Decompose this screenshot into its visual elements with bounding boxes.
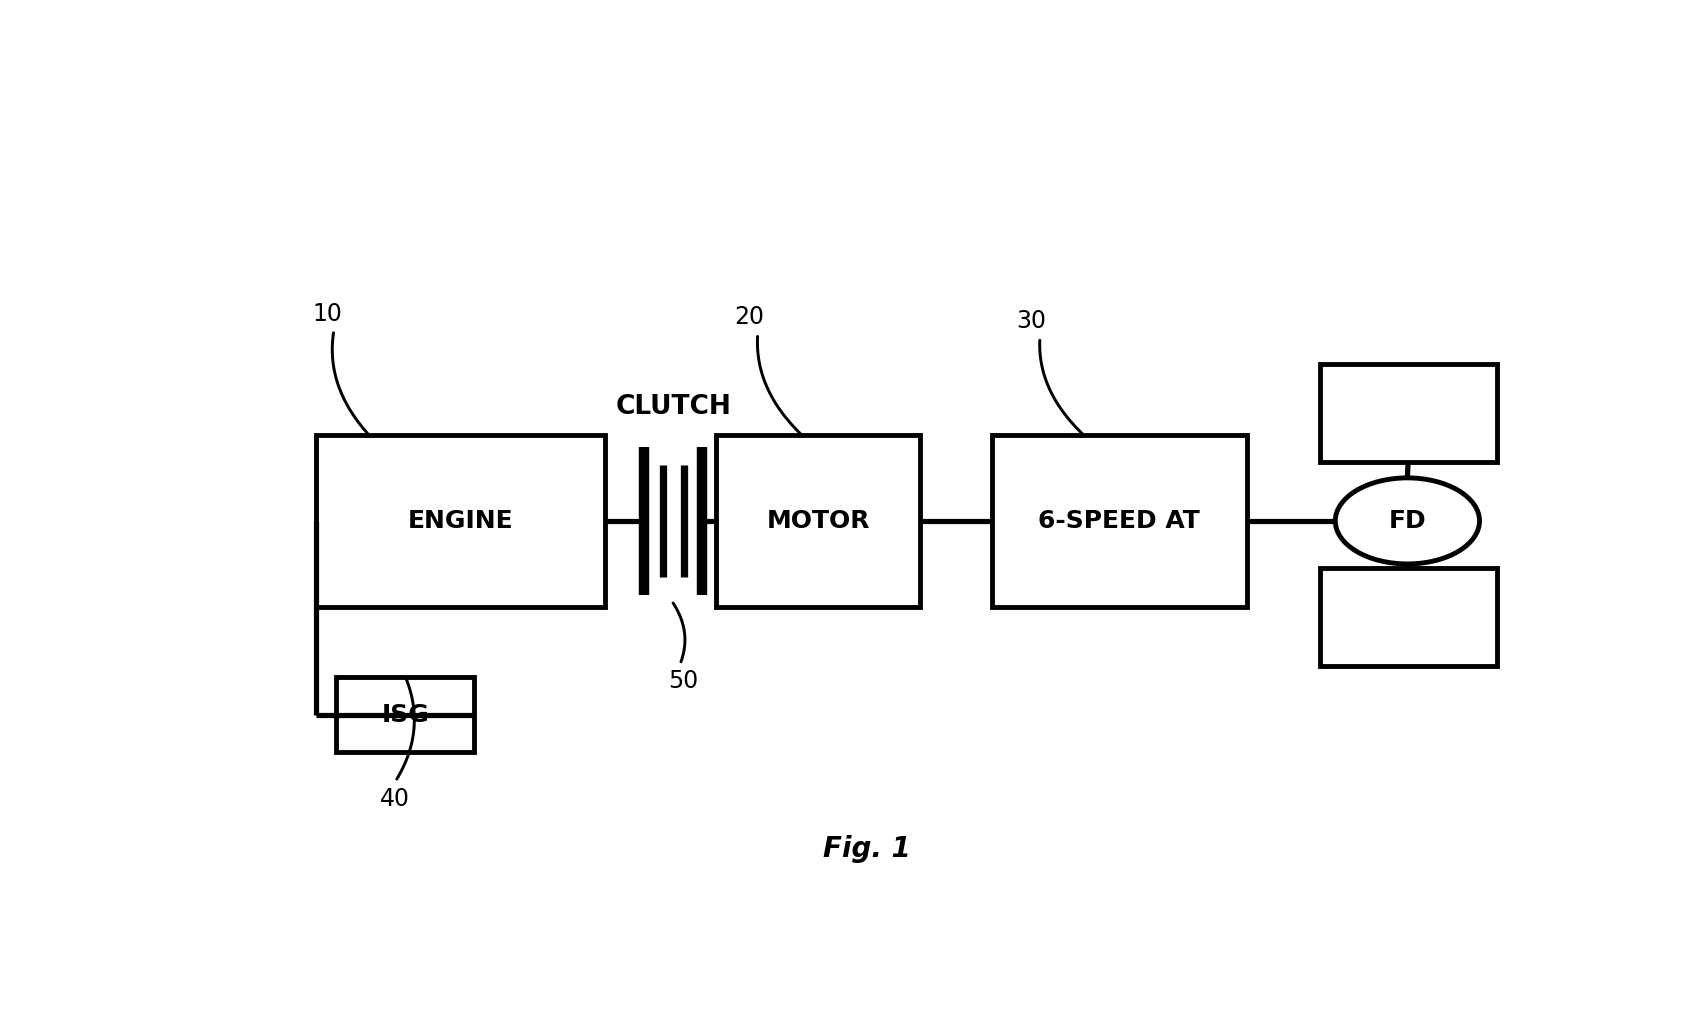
Text: ISG: ISG	[382, 703, 430, 726]
Bar	[992, 435, 1247, 607]
Text: ENGINE: ENGINE	[408, 509, 513, 533]
Text: MOTOR: MOTOR	[766, 509, 870, 533]
Text: 50: 50	[668, 670, 699, 693]
Text: FD: FD	[1389, 509, 1426, 533]
Text: 20: 20	[734, 306, 765, 329]
Text: Fig. 1: Fig. 1	[824, 835, 910, 864]
Bar	[1320, 365, 1496, 462]
Circle shape	[1335, 478, 1479, 564]
Bar	[316, 435, 606, 607]
Text: 30: 30	[1017, 310, 1046, 333]
Text: 10: 10	[311, 302, 342, 325]
Text: 40: 40	[381, 786, 409, 811]
Bar	[1320, 568, 1496, 665]
Bar	[337, 678, 474, 752]
Bar	[716, 435, 920, 607]
Text: 6-SPEED AT: 6-SPEED AT	[1039, 509, 1200, 533]
Text: CLUTCH: CLUTCH	[616, 394, 731, 421]
